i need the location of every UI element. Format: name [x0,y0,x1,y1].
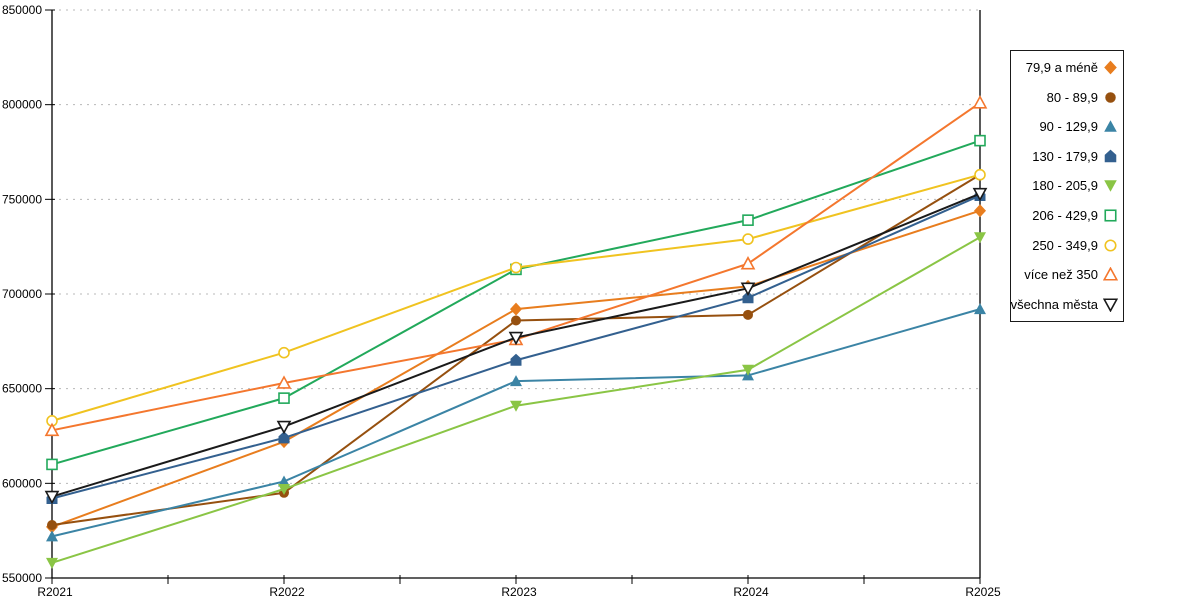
axes: 550000 600000 650000 700000 750000 800000 8500… [2,3,1001,599]
legend-item: více než 350 [1024,267,1118,282]
series-marker [276,375,292,389]
y-tick-label: 800000 [2,98,42,112]
series-marker [47,519,57,530]
series-marker [1104,209,1117,222]
series-marker [44,422,60,437]
gridlines [52,9,978,484]
triangle-down-marker-icon [1103,298,1118,312]
legend-item: 80 - 89,9 [1047,90,1118,105]
legend-item-label: 79,9 a méně [1025,60,1098,76]
series-marker [510,375,522,387]
series-marker [46,530,58,542]
legend-item: 206 - 429,9 [1032,208,1118,223]
legend-item-label: 180 - 205,9 [1032,178,1098,194]
series-marker [1104,120,1117,133]
series-marker [510,400,522,412]
legend-item: 250 - 349,9 [1032,238,1118,253]
series-marker [740,256,756,270]
circle-marker-icon [1104,238,1117,252]
series-marker [974,204,986,218]
x-tick-label: R2023 [501,585,537,599]
pentagon-marker-icon [1104,149,1117,163]
series-marker [278,475,290,487]
y-tick-label: 700000 [2,287,42,301]
series-line [51,236,981,564]
series-marker [1104,180,1117,193]
series-marker [278,346,290,359]
y-tick-label: 650000 [2,382,42,396]
series-marker [276,420,292,435]
series-marker [974,134,986,147]
x-tick-label: R2021 [37,585,73,599]
series-line [51,194,981,500]
legend-item: všechna města [1011,297,1118,312]
series-marker [46,557,58,569]
diamond-marker-icon [1104,60,1117,75]
series-marker [510,302,522,316]
series-marker [743,309,753,320]
legend-item: 79,9 a méně [1026,60,1118,75]
legend-item: 130 - 179,9 [1032,149,1118,164]
series-marker [1104,149,1117,163]
legend-item-label: 130 - 179,9 [1032,148,1098,164]
data-series [44,95,988,569]
series-marker [742,233,754,245]
triangle-down-marker-icon [1104,180,1117,193]
legend-item: 90 - 129,9 [1039,119,1118,134]
series-marker [974,303,986,315]
y-tick-label: 550000 [2,571,42,585]
x-tick-label: R2022 [269,585,305,599]
series-marker [742,214,754,226]
legend-item-label: všechna města [1010,296,1098,312]
triangle-up-marker-icon [1103,267,1118,281]
series-marker [1104,238,1117,252]
series-marker [1103,267,1118,281]
series-marker [510,353,522,366]
series-marker [508,331,524,346]
series-line [51,139,981,466]
legend-item-label: 250 - 349,9 [1032,237,1098,253]
legend-item: 180 - 205,9 [1032,178,1118,193]
legend-item-label: 90 - 129,9 [1039,119,1098,135]
y-tick-label: 850000 [2,3,42,17]
series-marker [1103,298,1118,312]
legend: 79,9 a méně 80 - 89,9 90 - 129,9 130 - 179,… [1010,50,1124,322]
series-marker [511,315,521,326]
y-tick-label: 750000 [2,192,42,206]
series-marker [278,431,290,444]
series-marker [974,232,986,244]
x-tick-label: R2025 [965,585,1001,599]
legend-item-label: více než 350 [1024,267,1098,283]
series-marker [46,458,58,471]
series-marker [740,282,756,296]
series-marker [974,168,986,181]
legend-item-label: 80 - 89,9 [1046,89,1098,105]
series-marker [1104,60,1117,75]
series-marker [510,261,522,274]
series-marker [972,95,988,109]
series-marker [742,364,754,376]
series-marker [278,392,290,404]
series-marker [278,484,290,496]
legend-item-label: 206 - 429,9 [1032,208,1098,223]
series-marker [972,187,988,202]
series-marker [742,291,754,304]
series-marker [1105,92,1116,103]
series-marker [44,490,60,505]
square-marker-icon [1104,209,1117,222]
circle-marker-icon [1105,92,1116,103]
triangle-up-marker-icon [1104,120,1117,133]
y-tick-label: 600000 [2,476,42,490]
x-tick-label: R2024 [733,585,769,599]
